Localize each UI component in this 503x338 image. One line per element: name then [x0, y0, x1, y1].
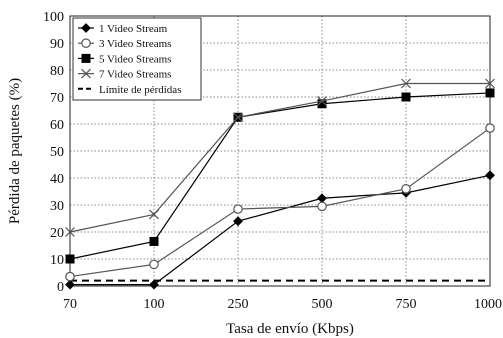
data-point: [401, 184, 411, 194]
data-point: [485, 78, 495, 89]
data-point: [485, 88, 495, 98]
data-point: [485, 123, 495, 133]
data-point: [485, 170, 495, 181]
legend-item: Límite de pérdidas: [78, 84, 181, 96]
series-line: [70, 174, 491, 286]
marker-stroke: [485, 78, 495, 89]
legend-marker: [81, 38, 91, 48]
data-point: [149, 259, 159, 270]
data-point: [317, 99, 327, 109]
y-tick-label: 100: [43, 10, 64, 25]
legend-box: [72, 17, 202, 101]
data-point: [401, 78, 411, 89]
legend-label: 7 Video Streams: [99, 69, 171, 81]
y-tick-label: 20: [50, 226, 64, 241]
legend-label: 1 Video Stream: [99, 23, 168, 35]
plot-frame: [69, 15, 491, 287]
y-axis-title: Pérdida de paquetes (%): [7, 78, 23, 224]
legend-marker: [81, 53, 91, 63]
y-tick-label: 80: [50, 64, 64, 79]
data-point: [233, 112, 243, 123]
y-tick-label: 30: [50, 199, 64, 214]
y-tick-label: 70: [50, 91, 64, 106]
data-point: [149, 279, 159, 290]
marker-stroke: [233, 112, 243, 123]
data-point: [317, 193, 327, 204]
legend-item: 3 Video Streams: [78, 38, 171, 50]
y-tick-label: 0: [57, 280, 64, 295]
x-tick-label: 750: [396, 297, 417, 312]
marker-stroke: [81, 68, 91, 79]
axes: 0 10 20 30 40 50 60 70 80 90 100 70 100 250 500 750 1000: [43, 10, 502, 312]
x-tick-label: 500: [312, 297, 333, 312]
y-tick-label: 90: [50, 37, 64, 52]
series-line: [69, 92, 491, 260]
x-tick-label: 70: [63, 297, 77, 312]
legend-label: 3 Video Streams: [99, 38, 171, 50]
x-tick-label: 100: [144, 297, 165, 312]
marker-stroke: [317, 96, 327, 106]
series-line: [69, 82, 490, 233]
marker-stroke: [65, 227, 75, 237]
data-point: [65, 279, 75, 290]
legend: 1 Video Stream 3 Video Streams 5 Video Str…: [72, 17, 202, 101]
legend-item: 5 Video Streams: [78, 53, 171, 65]
data-point: [317, 201, 327, 212]
data-point: [233, 216, 243, 227]
data-point: [65, 271, 75, 282]
x-tick-label: 1000: [474, 297, 502, 312]
data-point: [317, 96, 327, 106]
series-layer: [65, 78, 495, 290]
legend-label: 5 Video Streams: [99, 53, 171, 65]
series-3: [65, 88, 495, 264]
legend-item: 7 Video Streams: [78, 69, 171, 81]
data-point: [149, 236, 159, 246]
data-point: [401, 92, 411, 102]
marker-stroke: [149, 209, 159, 220]
legend-marker: [81, 23, 91, 33]
x-axis-title: Tasa de envío (Kbps): [226, 321, 354, 337]
series-4: [65, 78, 495, 237]
series-2: [65, 123, 495, 282]
y-tick-label: 40: [50, 172, 64, 187]
data-point: [149, 209, 159, 220]
data-point: [233, 204, 243, 214]
marker-stroke: [401, 78, 411, 89]
legend-item: 1 Video Stream: [78, 23, 168, 35]
legend-label: Límite de pérdidas: [99, 84, 181, 96]
y-tick-label: 10: [50, 253, 64, 268]
y-tick-label: 60: [50, 118, 64, 133]
series-line: [69, 127, 491, 278]
data-point: [65, 254, 75, 264]
legend-marker: [81, 68, 91, 79]
y-tick-label: 50: [50, 145, 64, 160]
series-1: [65, 170, 495, 290]
x-tick-label: 250: [228, 297, 249, 312]
data-point: [65, 227, 75, 237]
